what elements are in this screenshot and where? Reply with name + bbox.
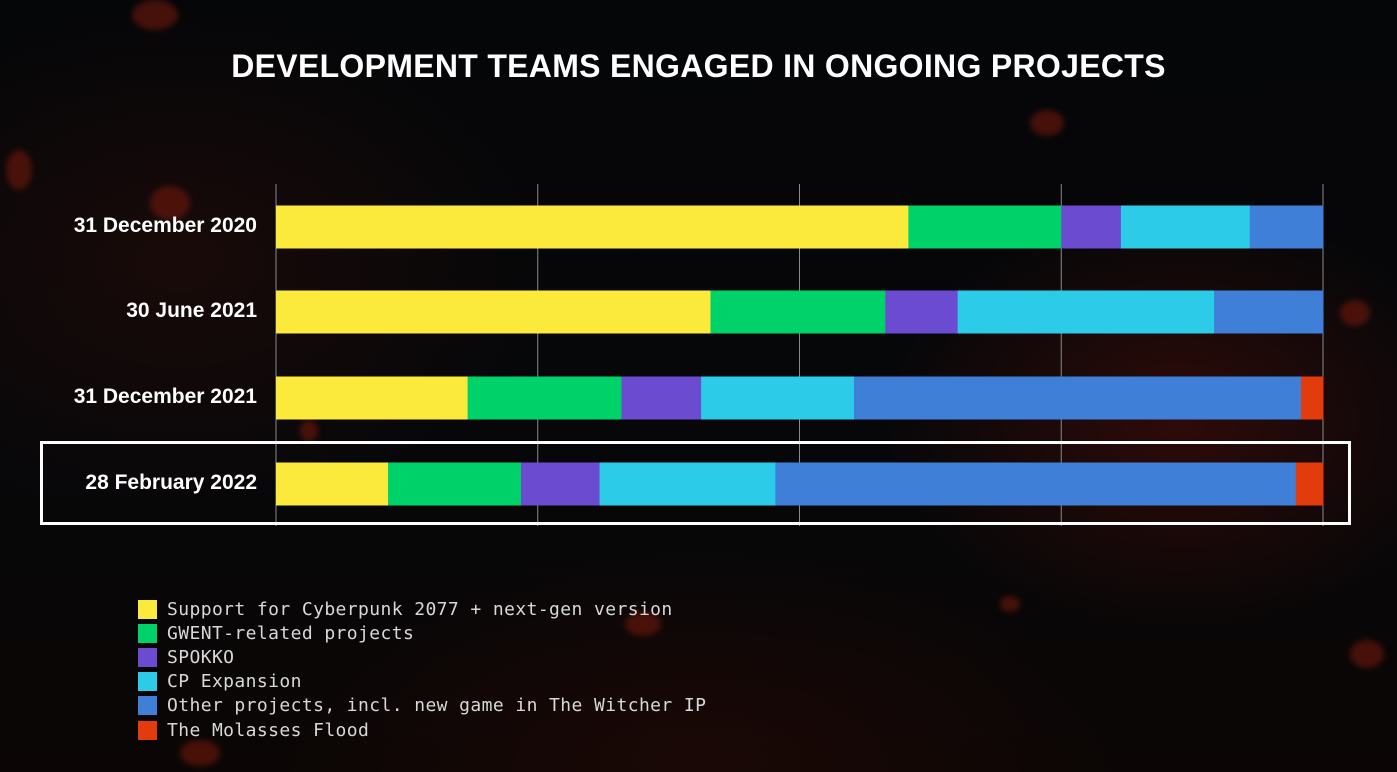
bar-segment [520, 462, 601, 506]
ember-particle [1350, 640, 1384, 668]
ember-particle [150, 186, 190, 220]
bar-segment [1295, 462, 1324, 506]
ember-particle [180, 740, 220, 766]
ember-particle [1000, 596, 1020, 612]
bar-segment [853, 376, 1302, 420]
bar-segment [276, 290, 712, 334]
category-label: 31 December 2020 [73, 214, 257, 237]
ember-particle [1340, 300, 1370, 326]
legend-swatch [138, 599, 157, 619]
bars [276, 205, 1324, 506]
category-label: 28 February 2022 [85, 471, 257, 494]
bar-segment [276, 205, 909, 249]
bar-segment [1061, 205, 1122, 249]
legend: Support for Cyberpunk 2077 + next-gen ve… [138, 597, 706, 742]
ember-particle [300, 420, 318, 442]
legend-label: SPOKKO [167, 646, 235, 668]
legend-swatch [138, 672, 157, 692]
ember-particle [1030, 110, 1064, 136]
bar-segment [957, 290, 1215, 334]
bar-segment [775, 462, 1297, 506]
legend-label: Other projects, incl. new game in The Wi… [167, 695, 707, 717]
legend-label: The Molasses Flood [167, 719, 370, 741]
highlight-box-latest [40, 441, 1351, 525]
bar-segment [599, 462, 776, 506]
bar-segment [1214, 290, 1324, 334]
bar-segment [701, 376, 855, 420]
legend-label: Support for Cyberpunk 2077 + next-gen ve… [167, 598, 673, 620]
legend-label: CP Expansion [167, 671, 302, 693]
bar-segment [467, 376, 623, 420]
legend-label: GWENT-related projects [167, 622, 415, 644]
legend-item: Support for Cyberpunk 2077 + next-gen ve… [138, 597, 706, 621]
ember-particle [625, 612, 661, 636]
ember-particle [6, 150, 32, 190]
legend-swatch [138, 696, 157, 716]
bar-segment [1120, 205, 1251, 249]
legend-item: CP Expansion [138, 670, 706, 694]
bar-segment [1301, 376, 1324, 420]
bar-segment [276, 376, 469, 420]
category-label: 31 December 2021 [73, 385, 257, 408]
bar-segment [276, 462, 389, 506]
chart-title: DEVELOPMENT TEAMS ENGAGED IN ONGOING PRO… [231, 48, 1166, 84]
bar-segment [885, 290, 959, 334]
bar-segment [1249, 205, 1324, 249]
bar-segment [621, 376, 702, 420]
legend-swatch [138, 647, 157, 667]
legend-item: Other projects, incl. new game in The Wi… [138, 694, 706, 718]
legend-item: The Molasses Flood [138, 718, 706, 742]
ember-particle [132, 0, 178, 30]
legend-swatch [138, 623, 157, 643]
bar-segment [388, 462, 522, 506]
category-label: 30 June 2021 [126, 299, 257, 322]
legend-item: GWENT-related projects [138, 621, 706, 645]
legend-item: SPOKKO [138, 645, 706, 669]
bar-segment [710, 290, 886, 334]
bar-segment [908, 205, 1062, 249]
legend-swatch [138, 720, 157, 740]
